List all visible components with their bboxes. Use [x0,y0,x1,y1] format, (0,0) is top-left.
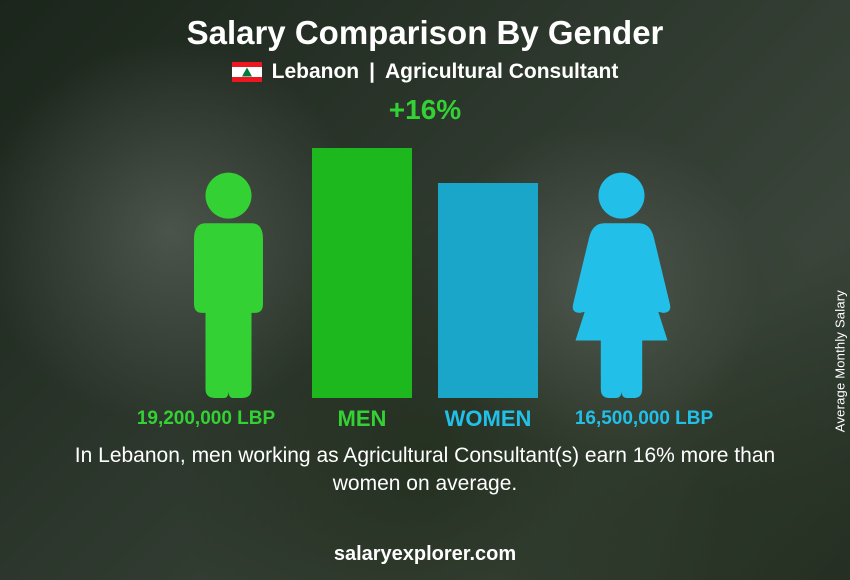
men-bar [312,148,412,398]
men-label: MEN [312,406,412,432]
women-label: WOMEN [438,406,538,432]
male-icon-column [171,128,286,398]
infographic-content: Salary Comparison By Gender Lebanon | Ag… [0,0,850,580]
subtitle-role: Agricultural Consultant [385,60,618,84]
men-salary: 19,200,000 LBP [126,408,286,430]
women-bar [438,183,538,398]
percent-difference: +16% [389,94,461,126]
labels-row: 19,200,000 LBP MEN WOMEN 16,500,000 LBP [65,406,785,432]
y-axis-label: Average Monthly Salary [833,290,848,432]
footer-source: salaryexplorer.com [0,543,850,566]
chart-area [171,128,679,398]
male-person-icon [171,168,286,398]
subtitle-separator: | [369,60,375,84]
women-salary: 16,500,000 LBP [564,408,724,430]
subtitle-country: Lebanon [272,60,360,84]
lebanon-flag-icon [232,62,262,82]
description-text: In Lebanon, men working as Agricultural … [45,442,805,499]
subtitle-row: Lebanon | Agricultural Consultant [232,60,619,84]
female-icon-column [564,128,679,398]
title: Salary Comparison By Gender [187,14,664,52]
female-person-icon [564,168,679,398]
